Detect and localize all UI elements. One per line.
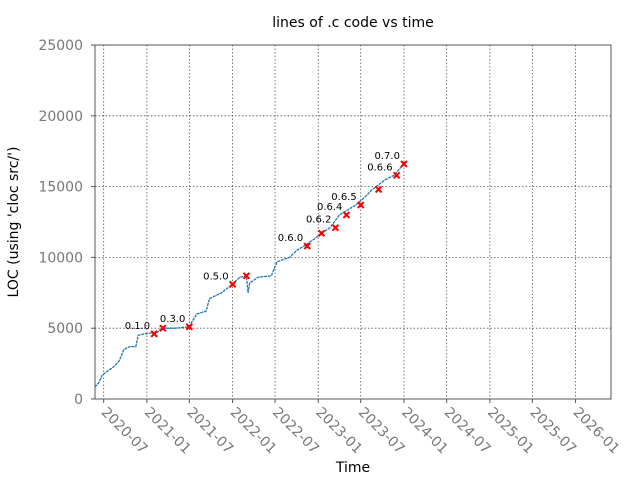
release-point: 0.5.0 [203,271,237,289]
release-point: 0.6.6 [367,162,401,179]
release-dot [230,282,235,287]
loc-series [94,163,405,388]
release-dot [376,187,381,192]
y-tick-label: 15000 [38,180,83,196]
release-dot [161,326,165,331]
release-dot [319,231,324,236]
x-tick-label: 2024-07 [441,405,494,458]
y-axis-ticks: 0 5000 10000 15000 20000 25000 [38,38,95,408]
x-tick-label: 2023-07 [355,405,408,458]
release-dot [244,274,249,278]
release-point [242,272,251,280]
release-label: 0.6.6 [367,162,392,173]
x-tick-label: 2022-07 [269,405,322,458]
release-point: 0.6.2 [306,215,340,232]
x-axis-label: Time [335,460,370,476]
x-tick-label: 2020-07 [98,405,151,458]
y-tick-label: 25000 [38,38,83,54]
x-axis-ticks: 2020-072021-012021-072022-012022-072023-… [98,399,623,458]
release-dot [333,225,338,230]
release-label: 0.6.2 [306,215,331,226]
release-label: 0.5.0 [203,271,228,282]
release-point [317,229,326,238]
release-point: 0.7.0 [374,151,408,168]
release-dot [358,203,363,207]
grid [95,45,611,399]
release-label: 0.6.5 [331,192,356,203]
release-dot [305,244,310,248]
x-tick-label: 2021-07 [184,405,237,458]
release-point: 0.6.0 [278,233,311,250]
series-line [94,163,405,388]
chart-title: lines of .c code vs time [272,15,433,31]
plot-frame [94,44,612,400]
release-dot [187,324,192,329]
release-dot [152,332,156,336]
release-dot [394,173,399,178]
release-point: 0.3.0 [160,314,194,331]
release-point: 0.6.5 [331,192,365,209]
release-markers: 0.1.0 0.3.0 0.5.0 0.6.00.6.2 0.6.40.6.5 0.6.6… [125,151,408,338]
y-tick-label: 0 [74,392,83,408]
y-axis-label: LOC (using 'cloc src/') [6,147,22,298]
x-tick-label: 2025-07 [527,405,580,458]
y-tick-label: 20000 [38,109,83,125]
release-label: 0.6.0 [278,233,303,244]
release-point: 0.6.4 [317,202,351,219]
x-tick-label: 2026-01 [570,405,623,458]
release-label: 0.6.4 [317,202,342,213]
release-label: 0.7.0 [374,151,399,162]
y-tick-label: 10000 [38,250,83,266]
release-point [374,185,383,194]
y-tick-label: 5000 [47,321,83,337]
release-label: 0.1.0 [125,321,150,332]
release-dot [344,213,349,217]
release-label: 0.3.0 [160,314,185,325]
release-point: 0.1.0 [125,321,158,338]
release-dot [402,162,406,166]
release-point [159,324,167,332]
